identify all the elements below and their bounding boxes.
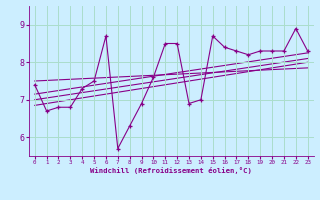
- X-axis label: Windchill (Refroidissement éolien,°C): Windchill (Refroidissement éolien,°C): [90, 167, 252, 174]
